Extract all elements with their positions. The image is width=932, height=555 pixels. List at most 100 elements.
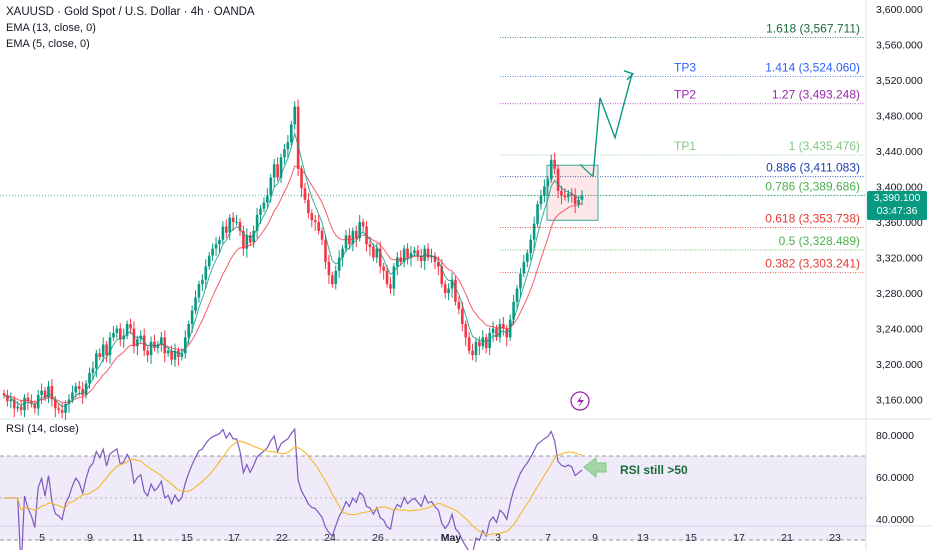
time-tick-label: 3: [495, 532, 501, 544]
price-tick-label: 3,440.000: [876, 146, 923, 158]
candle-body: [467, 337, 471, 351]
candle-body: [522, 261, 526, 274]
candle-body: [50, 386, 54, 400]
candle-body: [71, 392, 74, 400]
consolidation-zone: [546, 164, 599, 221]
candle-body: [194, 297, 197, 311]
candle-body: [40, 390, 43, 396]
target-label: TP1: [674, 139, 696, 153]
candle-body: [396, 257, 399, 267]
candle-body: [570, 193, 574, 196]
candle-body: [26, 397, 30, 402]
candle-body: [409, 253, 413, 258]
candle-body: [556, 168, 560, 191]
candle-body: [392, 266, 396, 289]
candle-body: [532, 223, 536, 240]
candle-body: [573, 195, 577, 205]
fib-label: 1.618 (3,567.711): [766, 22, 860, 36]
candle-body: [378, 248, 382, 267]
projection-path: [592, 73, 633, 177]
candle-body: [317, 222, 320, 231]
candle-body: [543, 186, 546, 196]
projection-start: [579, 163, 594, 178]
candle-body: [491, 328, 495, 333]
candle-body: [437, 261, 440, 267]
candle-body: [375, 248, 379, 258]
current-price: 3,390.100: [873, 192, 921, 204]
candle-body: [525, 253, 529, 262]
candle-body: [218, 239, 221, 245]
candle-body: [337, 257, 341, 271]
bar-countdown: 03:47:36: [876, 205, 918, 217]
price-tick-label: 3,520.000: [876, 75, 923, 87]
candle-body: [60, 410, 64, 413]
price-tick-label: 3,240.000: [876, 324, 923, 336]
rsi-tick-label: 60.0000: [876, 472, 914, 484]
candle-body: [560, 190, 563, 196]
candle-body: [132, 328, 136, 347]
current-price-badge: 3,390.100 03:47:36: [867, 191, 927, 220]
candle-body: [23, 397, 26, 411]
candle-body: [310, 213, 314, 221]
candle-body: [6, 395, 9, 402]
time-tick-label: 9: [592, 532, 598, 544]
candle-body: [112, 332, 115, 338]
candle-body: [201, 279, 204, 285]
candle-body: [259, 208, 262, 215]
candle-body: [502, 324, 505, 329]
candle-body: [553, 159, 556, 169]
candle-body: [118, 328, 122, 340]
candle-body: [324, 239, 327, 262]
candle-body: [228, 217, 232, 233]
time-tick-label: 11: [133, 532, 144, 544]
rsi-annotation-text: RSI still >50: [620, 463, 688, 477]
candle-body: [478, 341, 481, 347]
candle-body: [307, 199, 310, 214]
candle-body: [2, 393, 6, 396]
candle-body: [454, 279, 457, 302]
candle-body: [334, 270, 338, 285]
candle-body: [105, 344, 108, 356]
rsi-annotation-arrow: [583, 457, 607, 479]
lightning-icon-glyph: [577, 395, 584, 408]
target-label: TP3: [674, 60, 696, 74]
time-tick-label: 5: [39, 532, 45, 544]
candle-body: [354, 230, 358, 238]
candle-body: [231, 217, 235, 222]
price-tick-label: 3,320.000: [876, 253, 923, 265]
candle-body: [129, 324, 132, 329]
fib-label: 0.618 (3,353.738): [765, 212, 860, 226]
candle-body: [406, 248, 409, 258]
candle-body: [47, 386, 50, 398]
candle-body: [495, 328, 498, 338]
candle-body: [81, 388, 84, 396]
candle-body: [433, 255, 437, 262]
candle-body: [303, 188, 307, 200]
price-tick-label: 3,480.000: [876, 111, 923, 123]
candle-body: [156, 344, 160, 349]
candle-body: [136, 339, 139, 347]
candle-body: [331, 275, 334, 285]
time-tick-label: 7: [545, 532, 551, 544]
candle-body: [197, 284, 201, 298]
candle-body: [286, 142, 290, 150]
price-tick-label: 3,160.000: [876, 395, 923, 407]
candle-body: [471, 350, 474, 356]
candle-body: [207, 255, 211, 267]
time-tick-label: 13: [637, 532, 649, 544]
candle-body: [252, 230, 255, 243]
candle-body: [84, 383, 88, 396]
candle-body: [344, 235, 348, 249]
rsi-tick-label: 40.0000: [876, 514, 914, 526]
rsi-title: RSI (14, close): [6, 423, 79, 435]
candles: [2, 99, 584, 420]
candle-body: [464, 324, 468, 338]
candle-body: [91, 368, 95, 373]
candle-body: [149, 341, 153, 356]
candle-body: [262, 202, 266, 209]
candle-body: [419, 255, 423, 262]
candle-body: [225, 226, 228, 233]
candle-body: [12, 399, 16, 409]
candle-body: [372, 246, 375, 258]
